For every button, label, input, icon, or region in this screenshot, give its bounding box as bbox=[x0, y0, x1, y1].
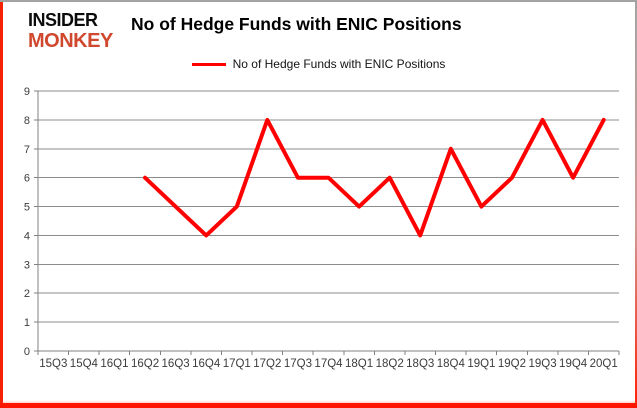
y-tick-label: 2 bbox=[24, 288, 30, 300]
y-tick-label: 7 bbox=[24, 144, 30, 156]
x-tick-label: 19Q2 bbox=[498, 358, 526, 370]
series-line bbox=[143, 117, 606, 238]
x-tick-label: 16Q2 bbox=[131, 358, 159, 370]
x-tick-label: 16Q3 bbox=[162, 358, 190, 370]
x-tick-label: 20Q1 bbox=[590, 358, 618, 370]
x-tick-label: 15Q4 bbox=[70, 358, 99, 370]
x-tick-label: 15Q3 bbox=[39, 358, 67, 370]
x-tick-label: 16Q4 bbox=[192, 358, 221, 370]
y-tick-label: 8 bbox=[24, 115, 30, 127]
y-tick-label: 1 bbox=[24, 317, 30, 329]
x-tick-label: 18Q2 bbox=[376, 358, 404, 370]
y-tick-label: 9 bbox=[24, 86, 30, 98]
y-tick-label: 0 bbox=[24, 346, 30, 358]
frame-border-left bbox=[0, 2, 3, 408]
x-tick-label: 19Q4 bbox=[559, 358, 588, 370]
y-tick-label: 3 bbox=[24, 259, 30, 271]
y-tick-label: 6 bbox=[24, 173, 30, 185]
frame-border-top bbox=[0, 0, 637, 2]
frame-border-right bbox=[635, 2, 637, 408]
y-tick-label: 4 bbox=[24, 230, 30, 242]
insider-monkey-logo: INSIDER MONKEY bbox=[28, 11, 113, 51]
x-tick-label: 19Q3 bbox=[528, 358, 556, 370]
x-tick-label: 17Q2 bbox=[253, 358, 281, 370]
legend: No of Hedge Funds with ENIC Positions bbox=[0, 57, 637, 71]
x-tick-label: 19Q1 bbox=[467, 358, 495, 370]
legend-line-swatch bbox=[191, 62, 226, 66]
y-tick-label: 5 bbox=[24, 202, 30, 214]
x-tick-label: 18Q4 bbox=[437, 358, 466, 370]
chart-title: No of Hedge Funds with ENIC Positions bbox=[131, 14, 462, 34]
frame-border-bottom bbox=[0, 403, 637, 408]
x-tick-label: 17Q4 bbox=[314, 358, 343, 370]
logo-text-insider: INSIDER bbox=[28, 10, 98, 30]
x-tick-label: 17Q3 bbox=[284, 358, 312, 370]
x-tick-label: 16Q1 bbox=[100, 358, 128, 370]
x-tick-label: 18Q1 bbox=[345, 358, 373, 370]
logo-text-monkey: MONKEY bbox=[28, 30, 113, 52]
x-tick-label: 18Q3 bbox=[406, 358, 434, 370]
x-tick-label: 17Q1 bbox=[223, 358, 251, 370]
legend-label: No of Hedge Funds with ENIC Positions bbox=[232, 57, 446, 71]
